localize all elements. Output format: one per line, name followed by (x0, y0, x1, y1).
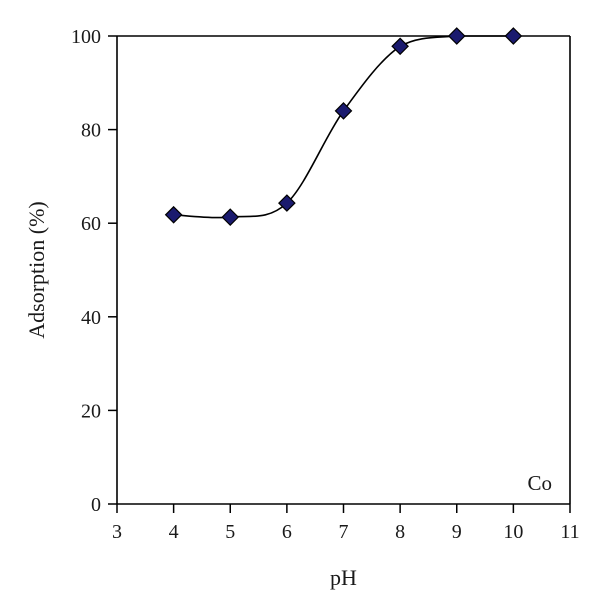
series-annotation: Co (527, 471, 552, 495)
x-tick-label: 8 (395, 521, 405, 543)
data-point-diamond (504, 27, 523, 45)
axes (116, 35, 571, 505)
data-point-diamond (447, 27, 466, 45)
tick-labels: 3 4 5 6 7 8 9 10 11 0 20 40 60 80 100 (71, 26, 580, 543)
data-point-diamond (391, 37, 409, 56)
y-tick-label: 80 (81, 120, 101, 142)
y-axis-title: Adsorption (%) (24, 201, 49, 338)
data-point-diamond (334, 102, 353, 120)
y-tick-label: 40 (81, 307, 101, 329)
y-tick-label: 20 (81, 400, 101, 422)
x-tick-label: 7 (339, 521, 349, 543)
x-tick-label: 10 (503, 521, 523, 543)
data-point-diamond (278, 194, 296, 212)
x-tick-label: 9 (452, 521, 462, 543)
x-tick-label: 6 (282, 521, 292, 543)
x-axis-title: pH (330, 565, 357, 590)
y-tick-label: 100 (71, 26, 101, 48)
y-tick-label: 60 (81, 213, 101, 235)
x-tick-label: 11 (560, 521, 579, 543)
x-tick-label: 3 (112, 521, 122, 543)
data-point-diamond (221, 208, 240, 226)
tick-marks (108, 35, 571, 513)
data-points (164, 27, 523, 226)
data-point-diamond (164, 205, 183, 224)
x-tick-label: 5 (225, 521, 235, 543)
x-tick-label: 4 (169, 521, 179, 543)
fitted-curve (173, 35, 514, 219)
y-tick-label: 0 (91, 494, 101, 516)
